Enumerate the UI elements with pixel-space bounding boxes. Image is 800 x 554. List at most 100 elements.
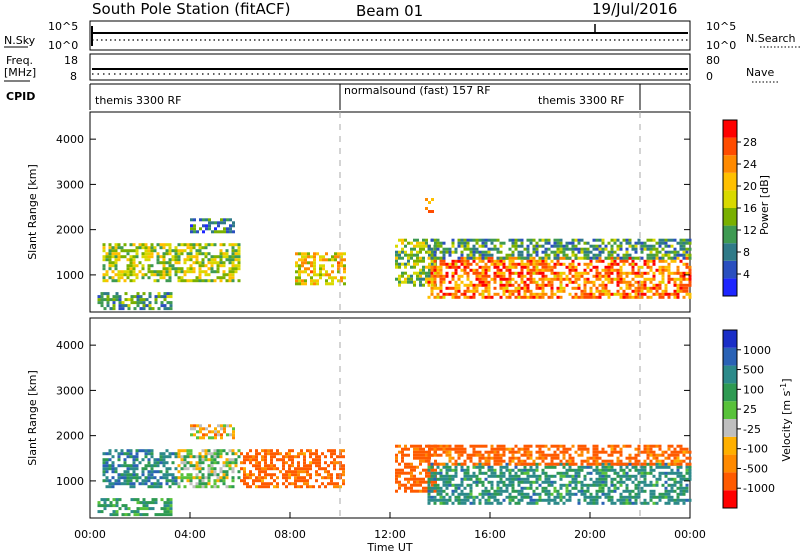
heatmap-cell <box>589 244 593 248</box>
heatmap-cell <box>419 477 422 481</box>
heatmap-cell <box>214 227 217 231</box>
heatmap-cell <box>538 444 542 448</box>
heatmap-cell <box>282 458 285 462</box>
colorbar-segment <box>723 436 737 455</box>
heatmap-cell <box>607 280 611 284</box>
heatmap-cell <box>321 467 324 471</box>
heatmap-cell <box>592 280 596 284</box>
heatmap-cell <box>177 449 181 453</box>
heatmap-cell <box>216 255 220 259</box>
heatmap-cell <box>682 453 686 457</box>
heatmap-cell <box>120 449 124 453</box>
heatmap-cell <box>544 477 548 481</box>
heatmap-cell <box>508 262 512 266</box>
heatmap-cell <box>613 471 617 475</box>
heatmap-cell <box>457 483 461 487</box>
heatmap-cell <box>334 258 337 262</box>
heatmap-cell <box>652 292 656 296</box>
heatmap-cell <box>688 241 692 245</box>
heatmap-cell <box>571 480 575 484</box>
heatmap-cell <box>496 271 500 275</box>
heatmap-cell <box>583 477 587 481</box>
heatmap-cell <box>463 462 467 466</box>
heatmap-cell <box>223 430 226 434</box>
heatmap-cell <box>550 244 554 248</box>
heatmap-cell <box>493 292 497 296</box>
heatmap-cell <box>526 247 530 251</box>
heatmap-cell <box>580 295 584 299</box>
heatmap-cell <box>121 307 125 311</box>
heatmap-cell <box>225 452 229 456</box>
heatmap-cell <box>637 274 641 278</box>
heatmap-cell <box>198 273 202 277</box>
freq-panel: Freq. [MHz] 18 8 80 0 Nave <box>4 53 780 83</box>
xtick-label: 08:00 <box>274 528 306 541</box>
heatmap-cell <box>144 455 148 459</box>
heatmap-cell <box>484 244 488 248</box>
heatmap-cell <box>150 476 154 480</box>
heatmap-cell <box>208 224 211 228</box>
heatmap-cell <box>475 283 479 287</box>
heatmap-cell <box>664 480 668 484</box>
heatmap-cell <box>664 462 668 466</box>
heatmap-cell <box>192 464 196 468</box>
heatmap-cell <box>577 241 581 245</box>
heatmap-cell <box>469 238 473 242</box>
heatmap-cell <box>434 247 437 251</box>
heatmap-cell <box>568 277 572 281</box>
heatmap-cell <box>457 265 461 269</box>
heatmap-cell <box>210 264 214 268</box>
heatmap-cell <box>586 471 590 475</box>
heatmap-cell <box>484 295 488 299</box>
heatmap-cell <box>685 477 689 481</box>
heatmap-cell <box>331 258 334 262</box>
heatmap-cell <box>225 458 229 462</box>
heatmap-cell <box>333 461 336 465</box>
heatmap-cell <box>679 498 683 502</box>
heatmap-cell <box>538 277 542 281</box>
heatmap-cell <box>112 498 116 502</box>
heatmap-cell <box>583 253 587 257</box>
heatmap-cell <box>625 456 629 460</box>
heatmap-cell <box>481 277 485 281</box>
heatmap-cell <box>130 295 134 299</box>
heatmap-cell <box>631 462 635 466</box>
heatmap-cell <box>634 262 638 266</box>
heatmap-cell <box>475 453 479 457</box>
heatmap-cell <box>457 501 461 505</box>
heatmap-cell <box>117 458 121 462</box>
heatmap-cell <box>679 289 683 293</box>
heatmap-cell <box>592 256 596 260</box>
heatmap-cell <box>613 468 617 472</box>
heatmap-cell <box>395 277 398 281</box>
heatmap-cell <box>198 267 202 271</box>
heatmap-cell <box>538 292 542 296</box>
heatmap-cell <box>655 456 659 460</box>
heatmap-cell <box>436 444 440 448</box>
heatmap-cell <box>171 476 175 480</box>
heatmap-cell <box>634 465 638 469</box>
heatmap-cell <box>177 255 181 259</box>
heatmap-cell <box>607 498 611 502</box>
heatmap-cell <box>487 495 491 499</box>
heatmap-cell <box>445 444 449 448</box>
heatmap-cell <box>565 265 569 269</box>
xtick-label: 16:00 <box>474 528 506 541</box>
heatmap-cell <box>475 256 479 260</box>
heatmap-cell <box>520 462 524 466</box>
heatmap-cell <box>433 253 437 257</box>
heatmap-cell <box>433 286 437 290</box>
heatmap-cell <box>237 455 241 459</box>
heatmap-cell <box>667 280 671 284</box>
heatmap-cell <box>469 492 473 496</box>
heatmap-cell <box>434 241 437 245</box>
heatmap-cell <box>499 456 503 460</box>
heatmap-cell <box>103 504 107 508</box>
heatmap-cell <box>517 283 521 287</box>
heatmap-cell <box>219 255 223 259</box>
heatmap-cell <box>193 230 196 234</box>
heatmap-cell <box>604 483 608 487</box>
heatmap-cell <box>673 289 677 293</box>
heatmap-cell <box>472 286 476 290</box>
